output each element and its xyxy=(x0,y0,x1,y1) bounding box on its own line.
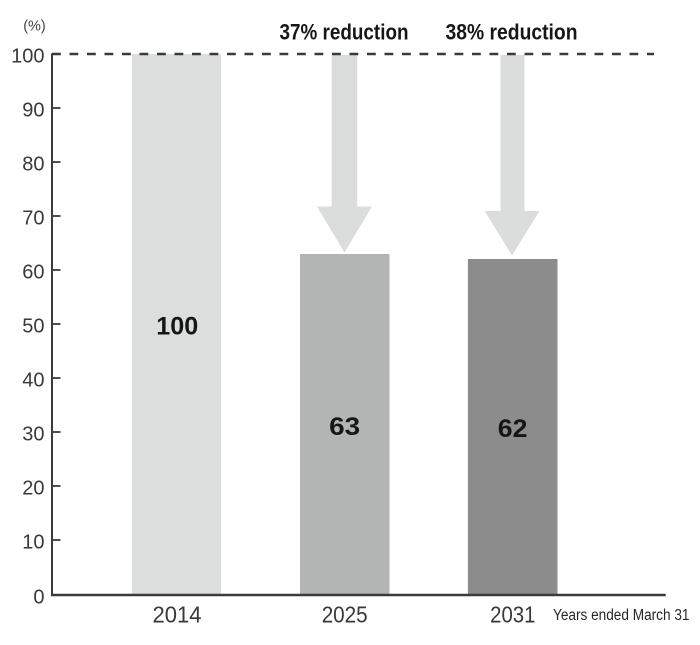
svg-text:50: 50 xyxy=(22,316,44,338)
svg-text:Years ended March 31: Years ended March 31 xyxy=(553,607,690,624)
svg-text:90: 90 xyxy=(22,100,44,122)
svg-text:80: 80 xyxy=(22,154,44,176)
svg-text:2014: 2014 xyxy=(153,602,202,628)
svg-text:2031: 2031 xyxy=(490,602,535,628)
svg-text:40: 40 xyxy=(22,370,44,392)
svg-text:0: 0 xyxy=(33,587,44,609)
svg-text:38% reduction: 38% reduction xyxy=(446,20,578,45)
svg-text:60: 60 xyxy=(22,262,44,284)
svg-text:20: 20 xyxy=(22,478,44,500)
svg-text:62: 62 xyxy=(498,415,528,443)
svg-text:2025: 2025 xyxy=(322,602,368,628)
svg-text:63: 63 xyxy=(329,413,360,441)
svg-text:10: 10 xyxy=(22,532,44,554)
svg-text:100: 100 xyxy=(156,313,198,341)
svg-text:30: 30 xyxy=(22,424,44,446)
svg-text:70: 70 xyxy=(22,208,44,230)
svg-text:100: 100 xyxy=(11,46,44,68)
svg-text:(%): (%) xyxy=(23,18,46,34)
svg-text:37% reduction: 37% reduction xyxy=(280,20,409,45)
